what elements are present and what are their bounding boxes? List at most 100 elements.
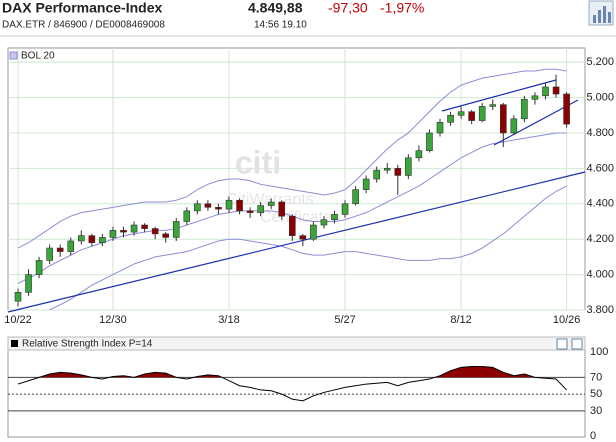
- candle-body: [194, 203, 201, 212]
- candle-body: [436, 122, 444, 134]
- rsi-header: [7, 336, 586, 351]
- candle-body: [236, 199, 243, 212]
- rsi-plot: 0 30 50 70 100: [8, 346, 608, 442]
- candle-body: [510, 118, 518, 134]
- watermark-line: Certificates: [260, 209, 340, 226]
- x-tick-label: 10/22: [4, 314, 32, 326]
- candles: [14, 74, 570, 307]
- y-tick-label: 100: [590, 346, 608, 358]
- candle-body: [99, 237, 106, 244]
- candle-body: [288, 215, 296, 236]
- candle-body: [563, 93, 570, 125]
- change-pct: -1,97%: [380, 0, 424, 16]
- candle-body: [447, 114, 454, 123]
- y-tick-label: 5.000: [586, 91, 614, 103]
- candle-body: [257, 205, 264, 213]
- y-tick-label: 4.400: [586, 198, 614, 210]
- candle-body: [426, 132, 433, 151]
- candle-body: [394, 168, 402, 176]
- candle-body: [341, 203, 349, 215]
- trend-line: [7, 171, 586, 313]
- candle-body: [320, 219, 328, 226]
- main-panel: [7, 47, 586, 311]
- watermark-logo: citi: [235, 144, 281, 180]
- y-tick-label: 50: [590, 388, 602, 400]
- y-tick-label: 3.800: [586, 304, 614, 316]
- candle-body: [468, 111, 475, 121]
- candle-body: [56, 247, 64, 252]
- rsi-button[interactable]: [556, 338, 568, 350]
- trend-line: [441, 79, 557, 112]
- last-price: 4.849,88: [248, 0, 303, 16]
- candle-body: [415, 150, 423, 159]
- candle-body: [246, 210, 254, 213]
- candle-body: [531, 95, 539, 100]
- quote-time: 14:56 19.10: [254, 20, 307, 31]
- candle-body: [25, 274, 32, 293]
- candle-body: [46, 247, 53, 261]
- candle-body: [542, 86, 549, 97]
- candle-body: [352, 189, 359, 205]
- candle-body: [552, 86, 560, 95]
- title: DAX Performance-Index: [2, 0, 162, 16]
- candle-body: [299, 235, 307, 240]
- x-tick-label: 12/30: [99, 314, 127, 326]
- x-tick-label: 10/26: [553, 314, 581, 326]
- candle-body: [88, 235, 96, 244]
- candle-body: [130, 224, 138, 233]
- y-tick-label: 4.600: [586, 162, 614, 174]
- candle-body: [67, 240, 75, 252]
- candle-body: [405, 157, 412, 176]
- candle-body: [151, 228, 159, 235]
- candle-body: [172, 221, 180, 238]
- candle-body: [521, 99, 528, 120]
- rsi-title: Relative Strength Index P=14: [22, 339, 153, 350]
- band-upper: [17, 68, 567, 249]
- x-tick-label: 8/12: [450, 314, 471, 326]
- candle-body: [267, 201, 275, 206]
- candle-body: [215, 207, 222, 210]
- candle-body: [78, 235, 85, 242]
- y-tick-label: 4.800: [586, 127, 614, 139]
- band-lower: [48, 185, 567, 310]
- x-tick-label: 3/18: [218, 314, 239, 326]
- candle-body: [162, 233, 169, 238]
- instrument-ids: DAX.ETR / 846900 / DE0008469008: [2, 20, 165, 31]
- candle-body: [225, 199, 233, 210]
- candle-body: [362, 178, 370, 190]
- candle-body: [499, 104, 507, 134]
- chart-icon[interactable]: [588, 0, 614, 26]
- y-tick-label: 4.200: [586, 233, 614, 245]
- rsi-icon: [11, 340, 18, 347]
- candle-body: [457, 111, 465, 116]
- candle-body: [120, 230, 127, 233]
- legend-label: BOL 20: [21, 51, 55, 62]
- candle-body: [35, 260, 43, 275]
- rsi-panel: [7, 336, 586, 438]
- candle-body: [278, 201, 286, 217]
- y-tick-label: 0: [590, 430, 596, 442]
- candle-body: [109, 230, 117, 238]
- candle-body: [373, 169, 381, 180]
- y-tick-label: 30: [590, 405, 602, 417]
- candle-body: [183, 210, 191, 222]
- candle-body: [383, 168, 391, 171]
- watermark-line: CitiWarrants: [226, 191, 313, 208]
- candle-body: [141, 224, 148, 229]
- candle-body: [204, 203, 212, 208]
- candle-body: [310, 224, 317, 240]
- rsi-button[interactable]: [571, 338, 583, 350]
- y-tick-label: 4.000: [586, 269, 614, 281]
- y-tick-label: 70: [590, 371, 602, 383]
- candle-body: [331, 214, 338, 221]
- y-tick-label: 5.200: [586, 56, 614, 68]
- x-tick-label: 5/27: [334, 314, 355, 326]
- candle-body: [478, 106, 486, 121]
- change: -97,30: [328, 0, 368, 16]
- legend-swatch: [9, 51, 18, 60]
- overbought-fill: [39, 366, 535, 378]
- grid: [8, 48, 585, 311]
- candle-body: [489, 104, 497, 107]
- rsi-line: [17, 365, 567, 402]
